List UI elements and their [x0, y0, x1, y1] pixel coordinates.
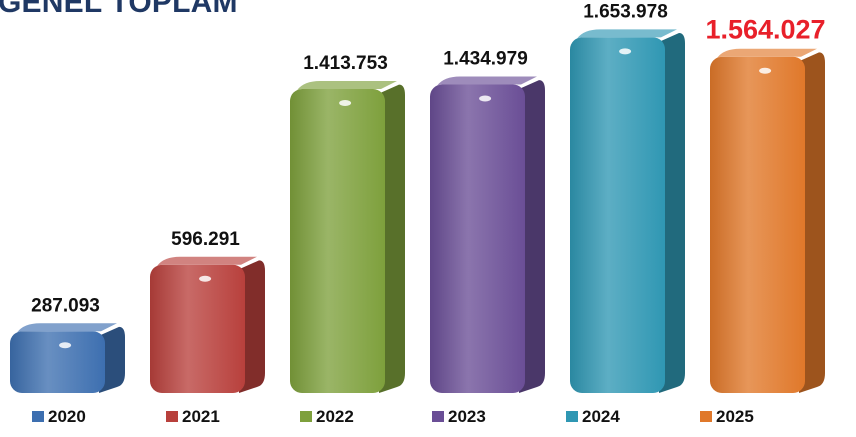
bar-2022	[290, 81, 405, 394]
bar-2020	[10, 323, 125, 393]
bar-2025	[710, 48, 825, 394]
data-label-2023: 1.434.979	[443, 48, 528, 69]
bar-side-2020	[99, 326, 125, 393]
legend-label-2025: 2025	[716, 407, 754, 426]
legend-item-2024: 2024	[566, 407, 620, 426]
legend-label-2021: 2021	[182, 407, 220, 426]
bar-top-2021	[157, 256, 257, 266]
bar-front-2024	[570, 37, 665, 394]
legend-label-2022: 2022	[316, 407, 354, 426]
legend-swatch-2024	[566, 411, 578, 422]
bar-side-2023	[519, 80, 545, 393]
legend-item-2025: 2025	[700, 407, 754, 426]
bar-front-2021	[150, 264, 245, 393]
bar-glint-2021	[199, 275, 212, 282]
legend-label-2024: 2024	[582, 407, 620, 426]
bar-top-2024	[577, 29, 677, 39]
legend-swatch-2021	[166, 411, 178, 422]
bar-top-2025	[717, 48, 817, 58]
legend-swatch-2025	[700, 411, 712, 422]
bar-2023	[430, 76, 545, 393]
bar-side-2022	[379, 84, 405, 394]
legend-swatch-2020	[32, 411, 44, 422]
bar-front-2020	[10, 331, 105, 393]
bar-glint-2020	[59, 342, 72, 349]
bar-2024	[570, 29, 685, 394]
bar-side-2025	[799, 52, 825, 393]
bar-front-2023	[430, 84, 525, 393]
bar-side-2024	[659, 32, 685, 394]
data-label-2025: 1.564.027	[705, 15, 825, 45]
legend-item-2021: 2021	[166, 407, 220, 426]
legend-item-2020: 2020	[32, 407, 86, 426]
data-label-2024: 1.653.978	[583, 1, 668, 22]
legend-swatch-2022	[300, 411, 312, 422]
chart-title: GENEL TOPLAM	[0, 0, 238, 19]
bar-side-2021	[239, 260, 265, 393]
bar-top-2023	[437, 76, 537, 86]
bar-front-2025	[710, 56, 805, 394]
bar-glint-2025	[759, 67, 772, 74]
legend-label-2023: 2023	[448, 407, 486, 426]
bar-glint-2023	[479, 95, 492, 102]
legend-item-2023: 2023	[432, 407, 486, 426]
bar-2021	[150, 256, 265, 393]
legend-label-2020: 2020	[48, 407, 86, 426]
bar-top-2022	[297, 81, 397, 91]
bar-glint-2022	[339, 100, 352, 107]
legend-item-2022: 2022	[300, 407, 354, 426]
bar-glint-2024	[619, 48, 632, 55]
bar-top-2020	[17, 323, 118, 333]
data-label-2021: 596.291	[171, 229, 240, 250]
bar-front-2022	[290, 89, 385, 394]
legend-swatch-2023	[432, 411, 444, 422]
data-label-2022: 1.413.753	[303, 53, 388, 74]
data-label-2020: 287.093	[31, 295, 100, 316]
